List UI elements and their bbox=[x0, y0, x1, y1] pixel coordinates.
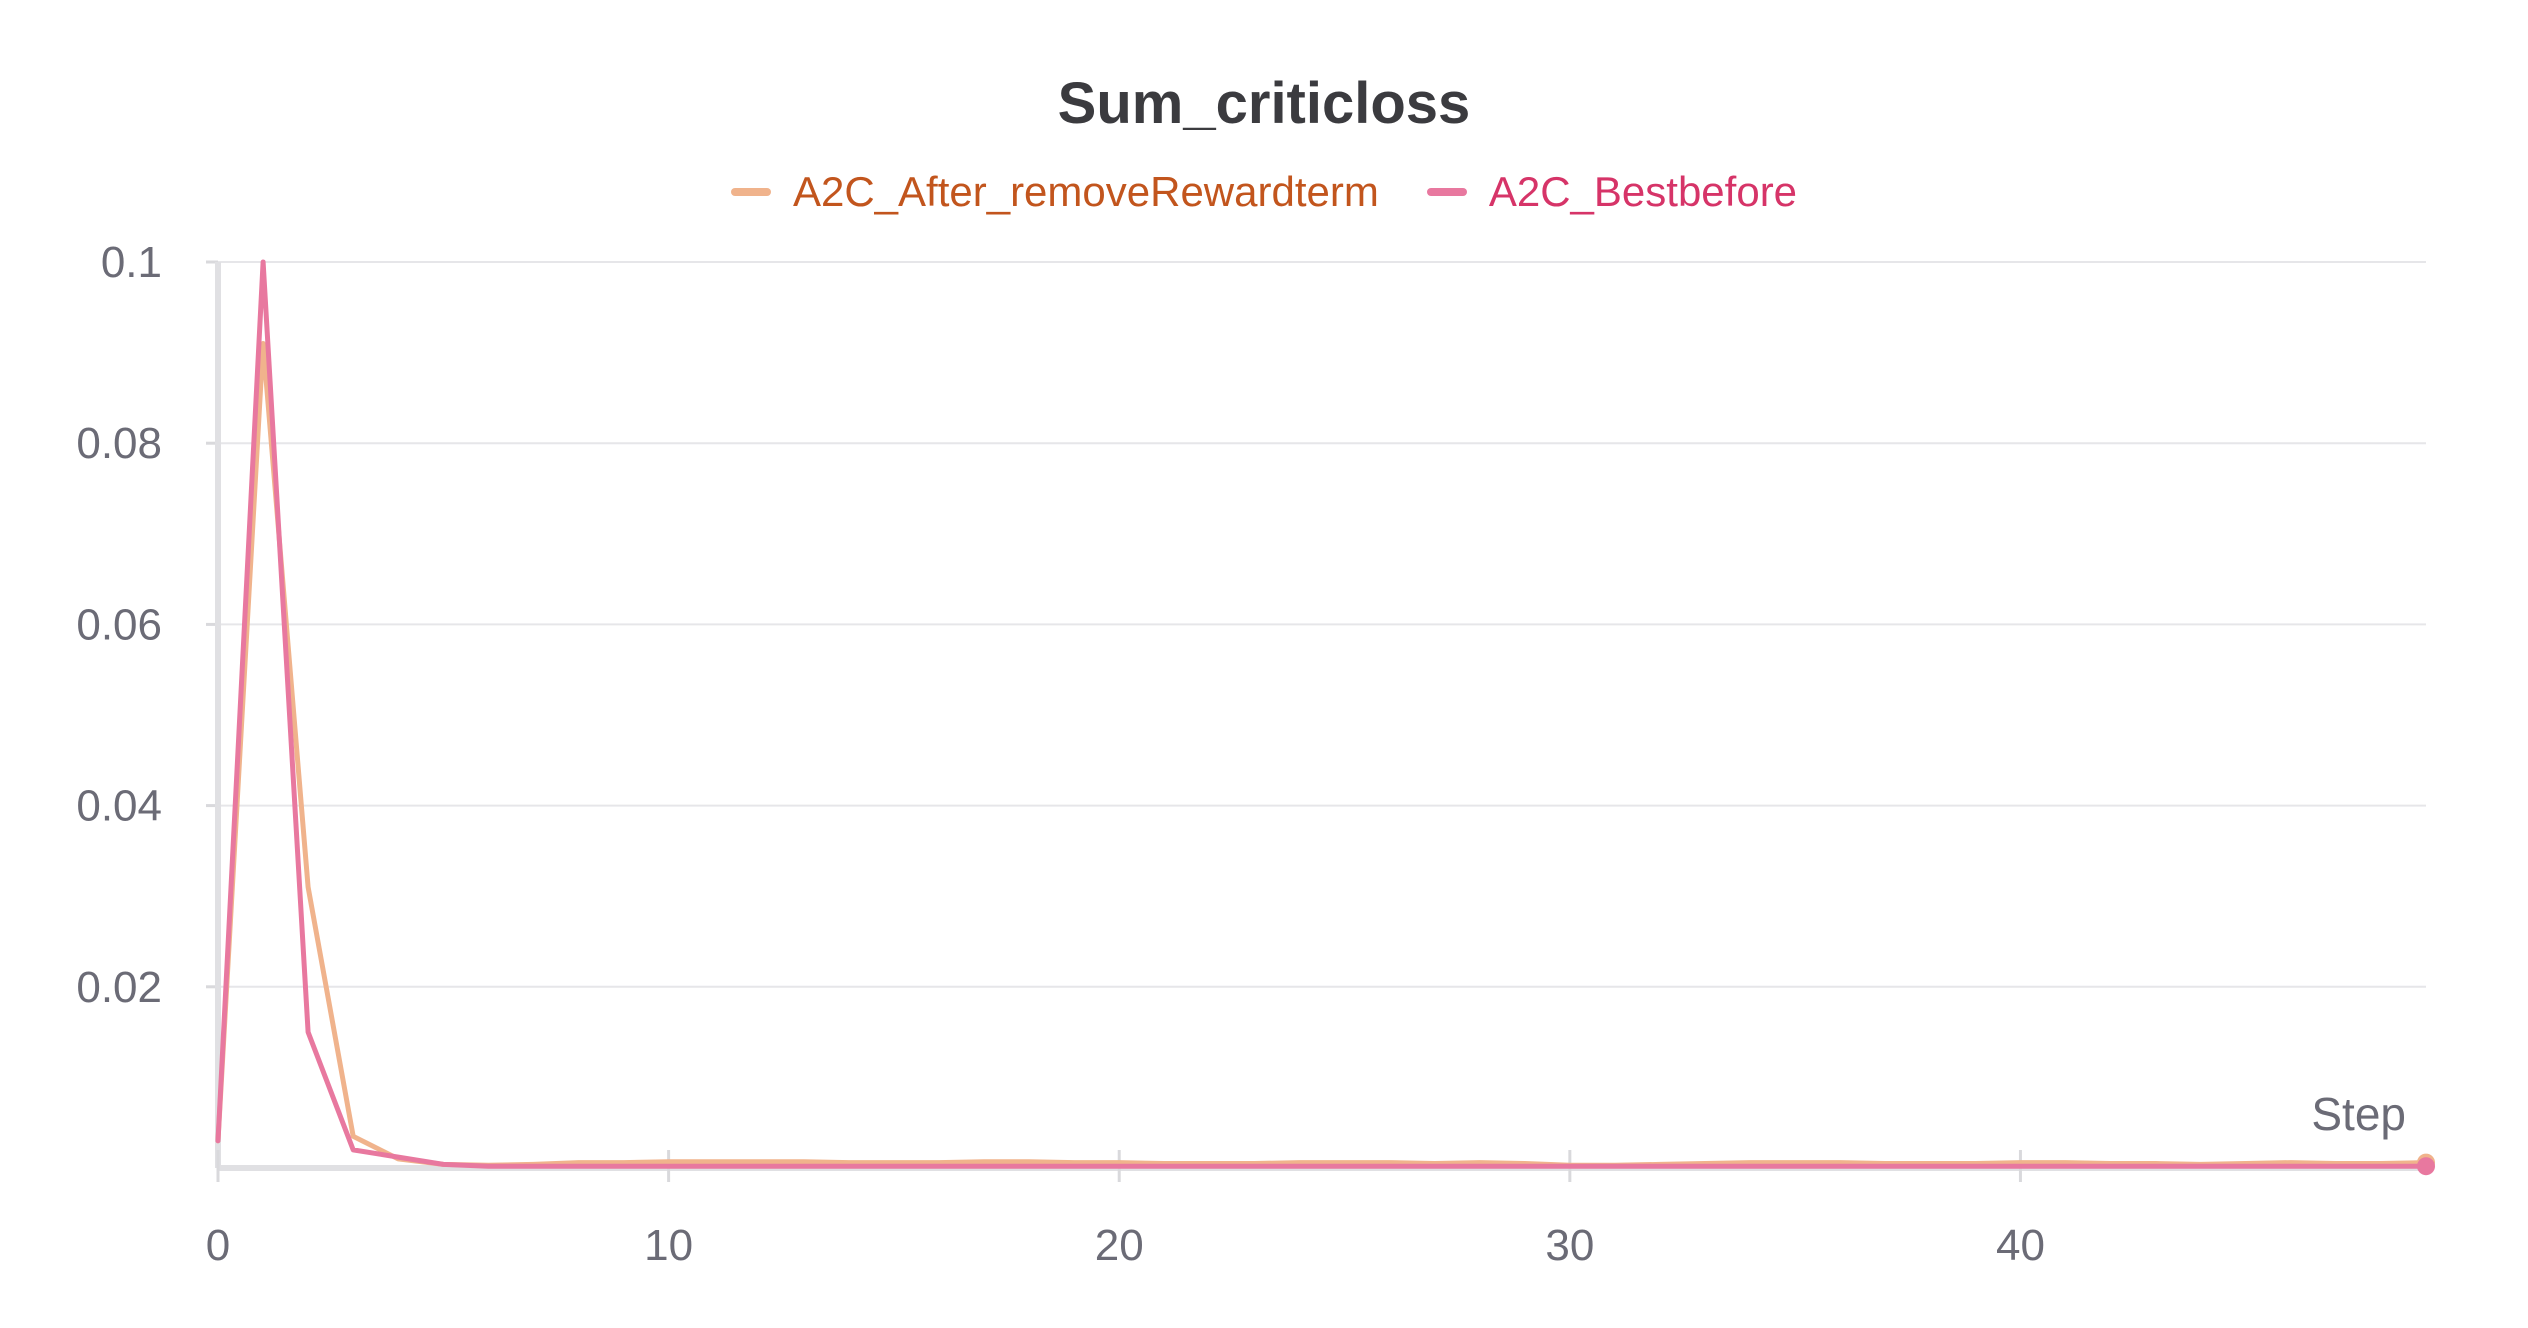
legend-swatch-best-before bbox=[1426, 188, 1467, 196]
legend-label-best-before: A2C_Bestbefore bbox=[1488, 168, 1798, 215]
y-tick-label: 0.06 bbox=[76, 600, 162, 649]
series-end-point-1 bbox=[2417, 1157, 2435, 1176]
series-line-0 bbox=[215, 341, 2429, 1168]
y-tick-label: 0.04 bbox=[76, 782, 162, 831]
x-tick-label: 10 bbox=[644, 1221, 693, 1270]
y-tick-label: 0.1 bbox=[101, 238, 162, 287]
legend-item-after-remove-reward[interactable]: A2C_After_removeRewardterm bbox=[730, 168, 1379, 216]
x-tick-label: 20 bbox=[1095, 1221, 1144, 1270]
legend-item-best-before[interactable]: A2C_Bestbefore bbox=[1426, 168, 1798, 216]
grid-lines bbox=[218, 261, 2426, 988]
x-tick-label: 0 bbox=[206, 1221, 230, 1270]
y-tick-label: 0.08 bbox=[76, 419, 162, 468]
legend: A2C_After_removeRewardterm A2C_Bestbefor… bbox=[0, 168, 2528, 216]
tick-labels: 0.02 0.04 0.06 0.08 0.1 0 10 20 30 40 Step bbox=[76, 238, 2406, 1270]
legend-swatch-after-remove-reward bbox=[730, 188, 771, 196]
x-tick-label: 40 bbox=[1996, 1221, 2045, 1270]
chart-title: Sum_criticloss bbox=[1057, 71, 1471, 136]
series-line-1 bbox=[215, 259, 2429, 1169]
x-tick-label: 30 bbox=[1545, 1221, 1594, 1270]
legend-label-after-remove-reward: A2C_After_removeRewardterm bbox=[792, 168, 1379, 215]
series-lines bbox=[215, 259, 2435, 1176]
axes bbox=[206, 260, 2426, 1182]
x-axis-label: Step bbox=[2311, 1088, 2406, 1140]
y-tick-label: 0.02 bbox=[76, 963, 162, 1012]
